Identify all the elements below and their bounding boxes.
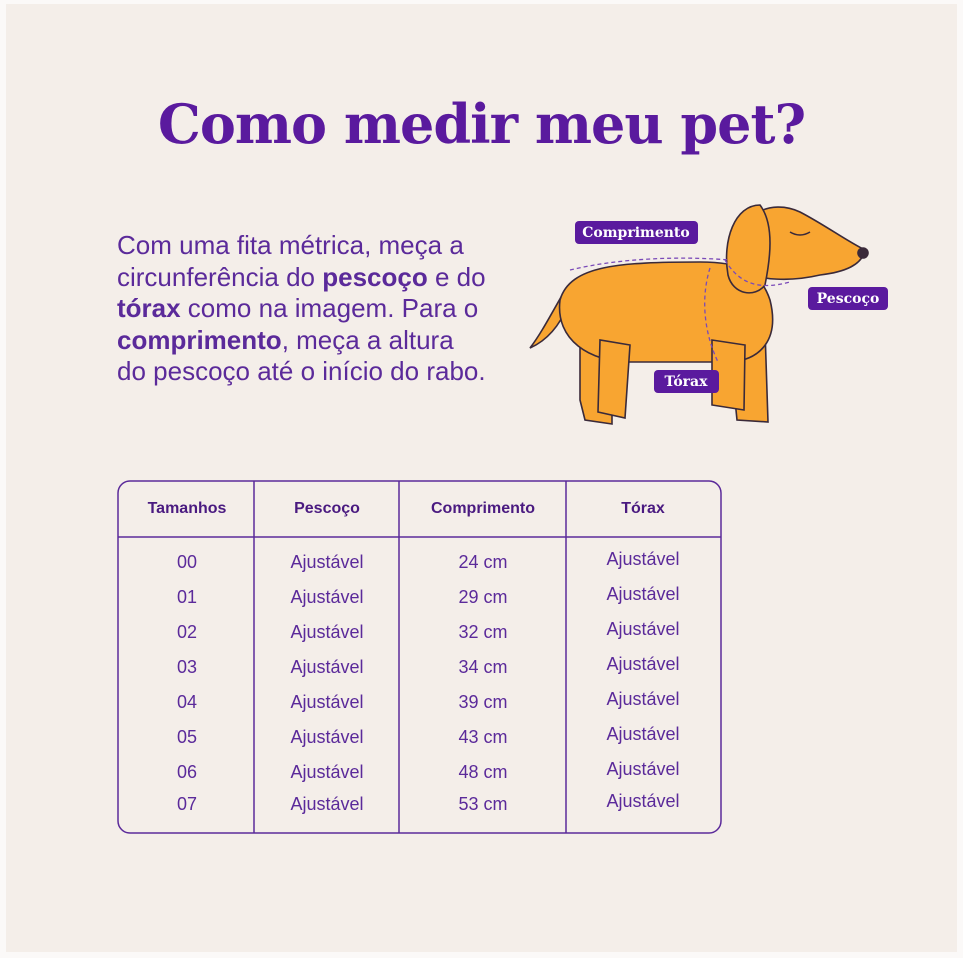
diagram-label: Tórax [665, 374, 709, 390]
measure-lines [569, 257, 791, 363]
table-cell: Ajustável [606, 549, 679, 569]
length-line [569, 257, 731, 271]
table-cell: 07 [177, 794, 197, 814]
intro-bold: comprimento [117, 324, 282, 355]
label-box [575, 221, 698, 244]
nose [857, 247, 869, 259]
table-cell: 32 cm [458, 622, 507, 642]
ear [725, 204, 771, 294]
intro-text: , meça a altura do pescoço até o início … [117, 324, 486, 387]
table-cell: Ajustável [606, 654, 679, 674]
table-cell: 01 [177, 587, 197, 607]
table-cell: Ajustável [290, 727, 363, 747]
table-cell: Ajustável [606, 689, 679, 709]
table-cell: 04 [177, 692, 197, 712]
table-cell: 29 cm [458, 587, 507, 607]
table-cell: Ajustável [290, 552, 363, 572]
table-cell: Ajustável [606, 619, 679, 639]
table-cell: Ajustável [290, 762, 363, 782]
neck-line [724, 259, 791, 287]
intro-text: Com uma fita métrica, meça a circunferên… [117, 230, 464, 292]
table-cell: 02 [177, 622, 197, 642]
table-cell: 00 [177, 552, 197, 572]
table-cell: Ajustável [290, 692, 363, 712]
table-cell: 05 [177, 727, 197, 747]
table-cell: Ajustável [290, 657, 363, 677]
intro-bold: pescoço [322, 261, 428, 292]
eye [789, 231, 811, 236]
table-cell: Ajustável [290, 794, 363, 814]
table-cell: 06 [177, 762, 197, 782]
intro-text: e do [427, 261, 486, 292]
table-cell: 53 cm [458, 794, 507, 814]
chest-line [704, 267, 719, 363]
table-border [117, 480, 722, 834]
leg [597, 339, 631, 419]
header-cell: Comprimento [431, 500, 535, 517]
diagram-label: Pescoço [817, 291, 880, 307]
dog [529, 204, 869, 425]
table-cell: 39 cm [458, 692, 507, 712]
table-cell: Ajustável [290, 587, 363, 607]
body [558, 261, 774, 363]
header-cell: Tamanhos [148, 500, 227, 517]
diagram-label: Comprimento [582, 225, 689, 241]
table-cell: 34 cm [458, 657, 507, 677]
header-cell: Tórax [621, 500, 665, 517]
table-cell: Ajustável [606, 584, 679, 604]
intro: Com uma fita métrica, meça a circunferên… [117, 230, 489, 388]
table-cell: Ajustável [606, 724, 679, 744]
table-cell: 43 cm [458, 727, 507, 747]
intro-bold: tórax [117, 293, 181, 323]
table-cell: 24 cm [458, 552, 507, 572]
label-box [808, 287, 888, 310]
table-cell: Ajustável [606, 791, 679, 811]
table-cell: Ajustável [290, 622, 363, 642]
table-cell: Ajustável [606, 759, 679, 779]
label-box [654, 370, 719, 393]
header-cell: Pescoço [294, 500, 360, 517]
title: Como medir meu pet? [157, 92, 806, 156]
intro-text: como na imagem. Para o [180, 293, 479, 323]
table-cell: 03 [177, 657, 197, 677]
table-cell: 48 cm [458, 762, 507, 782]
table-frame [117, 480, 722, 834]
background [6, 4, 957, 952]
